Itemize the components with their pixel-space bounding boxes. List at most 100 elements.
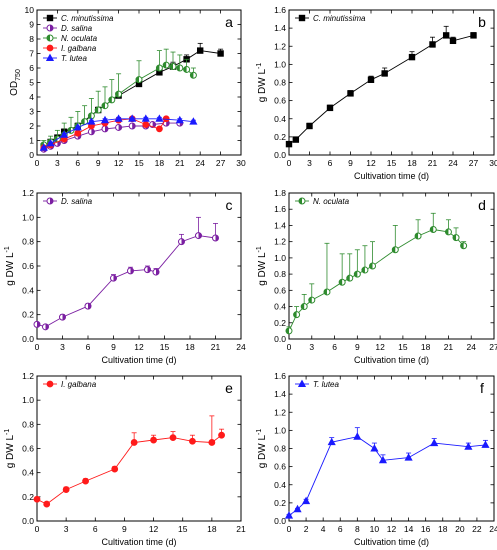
data-point bbox=[115, 123, 123, 131]
data-point bbox=[326, 104, 334, 112]
data-point-half bbox=[105, 125, 108, 132]
data-point bbox=[460, 242, 468, 250]
y-tick-label: 0.6 bbox=[274, 96, 286, 106]
x-tick-label: 6 bbox=[86, 342, 91, 352]
x-tick-label: 12 bbox=[366, 158, 376, 168]
data-point bbox=[391, 246, 399, 254]
data-point bbox=[33, 320, 41, 328]
data-point bbox=[46, 380, 54, 388]
data-point bbox=[196, 47, 204, 54]
data-point-half bbox=[170, 63, 173, 70]
legend: T. lutea bbox=[295, 379, 339, 389]
data-point bbox=[128, 122, 136, 130]
data-point-half bbox=[460, 242, 464, 249]
y-tick-label: 1 bbox=[29, 136, 34, 146]
data-point-half bbox=[176, 65, 180, 71]
y-axis-label: g DW L-1 bbox=[256, 246, 268, 286]
data-point bbox=[46, 197, 54, 205]
y-tick-label: 0.4 bbox=[22, 285, 34, 295]
data-point bbox=[293, 504, 302, 513]
series-line bbox=[288, 229, 464, 332]
series-t--lutea bbox=[39, 114, 198, 151]
data-point-half bbox=[369, 263, 373, 269]
x-tick-label: 27 bbox=[489, 342, 497, 352]
y-tick-label: 5 bbox=[29, 78, 34, 88]
data-point bbox=[59, 313, 66, 321]
data-point-half bbox=[198, 232, 202, 239]
y-axis-label-main: g DW L bbox=[257, 252, 268, 286]
data-point bbox=[111, 465, 119, 473]
x-tick-label: 21 bbox=[428, 158, 438, 168]
y-tick-label: 1.6 bbox=[274, 371, 286, 381]
data-point bbox=[414, 232, 422, 240]
data-point-half bbox=[339, 279, 343, 286]
plot-frame bbox=[36, 375, 242, 522]
data-point bbox=[212, 234, 219, 242]
data-point bbox=[444, 228, 452, 236]
x-tick-label: 24 bbox=[236, 342, 246, 352]
legend: D. salina bbox=[43, 197, 93, 206]
data-point bbox=[189, 437, 196, 445]
data-point-half bbox=[308, 297, 312, 304]
data-point-half bbox=[183, 66, 187, 73]
data-point bbox=[162, 61, 170, 69]
x-tick-label: 20 bbox=[455, 524, 465, 534]
data-point bbox=[144, 266, 151, 274]
data-point bbox=[464, 442, 473, 450]
data-point bbox=[150, 436, 157, 444]
data-point bbox=[155, 125, 163, 133]
plot-frame bbox=[288, 375, 495, 522]
panel-letter: a bbox=[225, 14, 233, 30]
plot-frame bbox=[36, 192, 242, 340]
y-axis-label-main: OD bbox=[9, 81, 20, 96]
data-point bbox=[367, 76, 375, 83]
data-point bbox=[353, 270, 361, 278]
data-point-half bbox=[81, 118, 85, 125]
data-point bbox=[108, 96, 116, 104]
x-tick-label: 15 bbox=[178, 524, 188, 534]
plot-frame bbox=[288, 9, 495, 156]
data-point-half bbox=[445, 228, 449, 235]
data-point bbox=[442, 32, 450, 39]
panel-letter: e bbox=[225, 380, 233, 396]
x-tick-label: 24 bbox=[195, 158, 205, 168]
data-point-half bbox=[215, 235, 219, 242]
data-point bbox=[189, 117, 198, 125]
data-point-half bbox=[62, 314, 66, 321]
y-tick-label: 1.2 bbox=[274, 237, 286, 247]
y-tick-label: 0.0 bbox=[22, 334, 34, 344]
y-tick-label: 0.6 bbox=[274, 285, 286, 295]
y-axis-label-superscript: -1 bbox=[256, 63, 263, 69]
y-tick-label: 3 bbox=[29, 107, 34, 117]
data-point-half bbox=[132, 123, 136, 129]
series-line bbox=[288, 34, 474, 145]
data-point bbox=[101, 125, 109, 133]
data-point bbox=[347, 90, 354, 97]
legend-label: N. oculata bbox=[313, 197, 350, 206]
y-axis-label-main: g DW L bbox=[5, 435, 16, 469]
x-tick-label: 0 bbox=[287, 158, 292, 168]
series-line bbox=[36, 434, 222, 505]
data-point-half bbox=[118, 124, 122, 131]
y-tick-label: 0.0 bbox=[274, 150, 286, 160]
panel-letter: b bbox=[478, 14, 486, 30]
x-tick-label: 10 bbox=[370, 524, 380, 534]
data-point-half bbox=[156, 269, 159, 276]
x-tick-label: 16 bbox=[421, 524, 431, 534]
x-tick-label: 27 bbox=[216, 158, 226, 168]
data-point bbox=[127, 267, 134, 275]
x-tick-label: 15 bbox=[134, 158, 144, 168]
data-point-half bbox=[130, 267, 134, 274]
x-tick-label: 18 bbox=[185, 342, 195, 352]
plot-frame bbox=[288, 192, 495, 340]
series-t--lutea bbox=[284, 427, 490, 519]
legend-label: I. galbana bbox=[61, 380, 97, 389]
data-point bbox=[429, 41, 436, 48]
chart-panel-f: 0 2 4 6 8 10 12 14 16 18 20 22 240.00.20.40.60.81.01… bbox=[256, 371, 497, 547]
data-point-half bbox=[37, 321, 40, 328]
data-point bbox=[292, 136, 300, 143]
data-point bbox=[361, 266, 369, 274]
x-tick-label: 12 bbox=[387, 524, 397, 534]
x-tick-label: 6 bbox=[332, 342, 337, 352]
data-point bbox=[43, 500, 51, 508]
